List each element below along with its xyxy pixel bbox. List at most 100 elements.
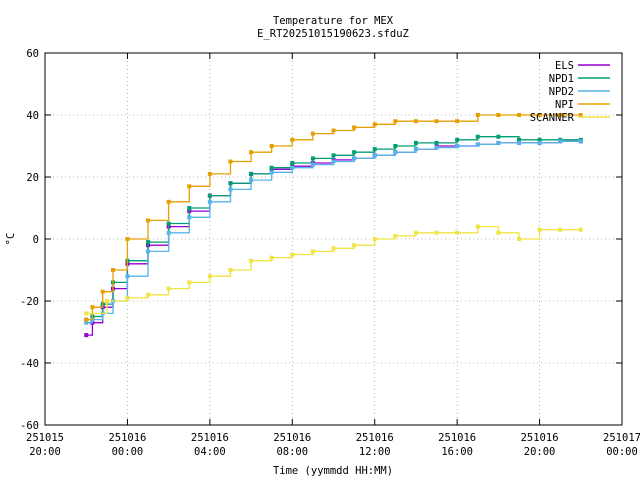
data-point <box>166 286 171 291</box>
x-tick-label-time: 20:00 <box>29 446 61 458</box>
series-line-npd2 <box>86 140 581 324</box>
data-point <box>413 230 418 235</box>
y-tick-label: 60 <box>26 48 39 60</box>
series-npd2 <box>84 139 583 325</box>
data-point <box>166 221 171 226</box>
data-point <box>310 162 315 167</box>
data-point <box>537 137 542 142</box>
data-point <box>496 140 501 145</box>
series-scanner <box>84 224 583 316</box>
data-point <box>249 178 254 183</box>
data-point <box>249 258 254 263</box>
data-point <box>331 128 336 133</box>
data-point <box>310 156 315 161</box>
data-point <box>558 227 563 232</box>
x-tick-label-time: 12:00 <box>359 446 391 458</box>
data-point <box>84 320 89 325</box>
data-point <box>372 147 377 152</box>
data-point <box>228 187 233 192</box>
data-point <box>187 215 192 220</box>
chart-title: Temperature for MEX <box>273 15 394 27</box>
data-point <box>290 252 295 257</box>
data-point <box>516 113 521 117</box>
plot-frame <box>44 52 623 426</box>
data-point <box>455 119 460 124</box>
x-axis-label: Time (yymmdd HH:MM) <box>273 465 393 477</box>
data-point <box>90 305 95 310</box>
data-point <box>146 249 151 254</box>
y-tick-label: 0 <box>33 234 39 246</box>
data-point <box>146 240 151 245</box>
data-point <box>146 218 151 223</box>
legend-label: NPD2 <box>549 86 574 98</box>
data-point <box>352 243 357 248</box>
data-point <box>310 131 315 136</box>
data-point <box>434 230 439 235</box>
data-point <box>496 113 501 117</box>
series-group <box>84 113 583 338</box>
data-point <box>393 233 398 238</box>
data-point <box>537 113 542 117</box>
x-tick-label-time: 20:00 <box>524 446 556 458</box>
data-point <box>558 139 563 144</box>
data-point <box>207 274 212 279</box>
x-tick-label-date: 251016 <box>191 432 229 444</box>
data-point <box>558 113 563 117</box>
data-point <box>207 199 212 204</box>
data-point <box>393 150 398 155</box>
data-point <box>413 140 418 145</box>
x-tick-label-date: 251016 <box>438 432 476 444</box>
x-tick-label-date: 251017 <box>603 432 640 444</box>
series-npi <box>84 113 583 322</box>
data-point <box>187 184 192 189</box>
x-tick-label-date: 251016 <box>273 432 311 444</box>
chart-subtitle: E_RT20251015190623.sfduZ <box>257 28 409 40</box>
series-els <box>84 139 583 338</box>
data-point <box>125 295 130 300</box>
data-point <box>475 113 480 117</box>
data-point <box>269 255 274 260</box>
data-point <box>475 142 480 147</box>
data-point <box>393 119 398 124</box>
data-point <box>352 150 357 155</box>
x-tick-label-time: 08:00 <box>276 446 308 458</box>
data-point <box>111 268 116 272</box>
x-tick-label-time: 00:00 <box>112 446 144 458</box>
legend-label: NPD1 <box>549 73 574 85</box>
data-point <box>166 230 171 235</box>
data-point <box>455 230 460 235</box>
data-point <box>331 246 336 251</box>
data-point <box>475 134 480 139</box>
y-axis-label: °C <box>5 233 17 246</box>
legend-label: NPI <box>555 99 574 111</box>
data-point <box>331 153 336 158</box>
data-point <box>434 145 439 150</box>
data-point <box>475 224 480 229</box>
data-point <box>413 147 418 152</box>
data-point <box>352 156 357 161</box>
y-tick-label: -20 <box>20 296 39 308</box>
data-point <box>455 137 460 142</box>
data-point <box>578 113 583 117</box>
data-point <box>228 268 233 272</box>
data-point <box>269 165 274 170</box>
data-point <box>187 206 192 210</box>
data-point <box>352 125 357 130</box>
data-point <box>393 144 398 148</box>
data-point <box>166 199 171 204</box>
data-point <box>228 181 233 186</box>
data-point <box>146 292 151 297</box>
data-point <box>207 171 212 176</box>
data-point <box>249 171 254 176</box>
data-point <box>84 311 89 316</box>
data-point <box>228 159 233 164</box>
x-tick-label-date: 251015 <box>26 432 64 444</box>
data-point <box>269 170 274 175</box>
data-point <box>207 193 212 198</box>
data-point <box>290 165 295 170</box>
data-point <box>434 140 439 145</box>
data-point <box>372 237 377 241</box>
data-point <box>372 122 377 127</box>
